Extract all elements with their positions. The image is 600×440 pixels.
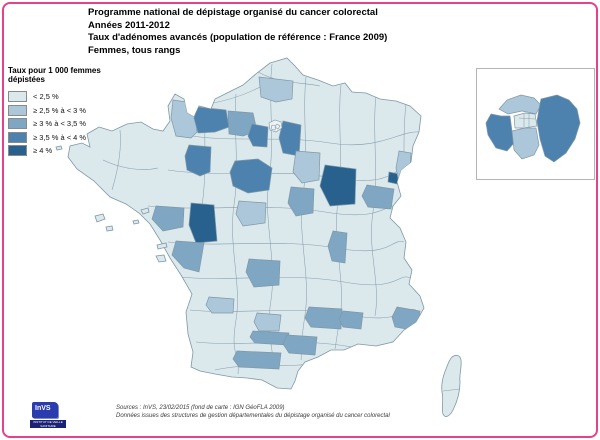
legend-row: ≥ 3 % à < 3,5 % xyxy=(8,117,138,131)
ile-de-france-inset xyxy=(476,68,595,180)
dept-territoire-de-belfort xyxy=(387,171,400,185)
dept-alpes-maritimes xyxy=(391,306,421,332)
dept-vendee xyxy=(151,205,185,232)
map-subtitle-indicator: Taux d'adénomes avancés (population de r… xyxy=(88,32,388,43)
inset-dept-essonne xyxy=(511,127,540,160)
legend-row: < 2,5 % xyxy=(8,90,138,104)
dept-loiret xyxy=(292,150,321,184)
dept-doubs xyxy=(361,184,395,210)
inset-dept-paris-petite-couronne xyxy=(513,112,538,129)
source-line-1: Sources : InVS, 23/02/2015 (fond de cart… xyxy=(116,405,285,411)
dept-haut-rhin xyxy=(395,150,412,186)
dept-yvelines-main xyxy=(247,123,269,148)
inset-dept-val-d-oise xyxy=(498,94,542,115)
inset-dept-yvelines xyxy=(485,113,515,152)
dept-indre xyxy=(235,200,267,227)
dept-herault xyxy=(282,334,318,356)
map-title: Programme national de dépistage organisé… xyxy=(88,7,378,18)
dept-manche xyxy=(170,99,198,139)
dept-sarthe xyxy=(184,144,212,177)
dept-correze xyxy=(245,258,281,288)
legend-swatch-1 xyxy=(8,91,27,103)
legend-swatch-2 xyxy=(8,104,27,116)
islands xyxy=(55,145,168,263)
dept-lot xyxy=(253,312,282,332)
dept-deux-sevres xyxy=(188,202,218,244)
legend-swatch-4 xyxy=(8,131,27,143)
legend-label-4: ≥ 3,5 % à < 4 % xyxy=(33,132,87,142)
dept-lot-et-garonne xyxy=(205,296,235,314)
map-subtitle-years: Années 2011-2012 xyxy=(88,19,170,31)
dept-loire xyxy=(327,230,348,264)
legend-row: ≥ 4 % xyxy=(8,144,138,158)
legend: Taux pour 1 000 femmes dépistées < 2,5 %… xyxy=(8,66,138,158)
dept-cher xyxy=(287,186,315,217)
dept-loir-et-cher xyxy=(229,158,273,194)
dept-seine-et-marne-main xyxy=(278,120,302,157)
dept-calvados xyxy=(193,106,230,134)
legend-row: ≥ 2,5 % à < 3 % xyxy=(8,104,138,118)
legend-label-5: ≥ 4 % xyxy=(33,146,53,156)
invs-logo-mark: InVS xyxy=(32,402,58,418)
corsica xyxy=(441,354,462,417)
legend-label-3: ≥ 3 % à < 3,5 % xyxy=(33,119,87,129)
invs-logo-text: InVS xyxy=(35,405,51,412)
dept-charente-maritime xyxy=(171,240,205,273)
invs-logo: InVS INSTITUT DE VEILLE SANITAIRE xyxy=(30,402,66,432)
shaded-departments xyxy=(151,76,421,370)
legend-label-2: ≥ 2,5 % à < 3 % xyxy=(33,105,87,115)
map-subtitle-population: Femmes, tous rangs xyxy=(88,44,181,56)
legend-swatch-3 xyxy=(8,118,27,130)
legend-label-1: < 2,5 % xyxy=(33,92,59,102)
source-line-2: Données issues des structures de gestion… xyxy=(116,413,390,419)
dept-gard xyxy=(338,310,364,330)
source-note: Sources : InVS, 23/02/2015 (fond de cart… xyxy=(116,404,390,420)
inset-dept-seine-et-marne xyxy=(536,94,581,163)
invs-logo-caption: INSTITUT DE VEILLE SANITAIRE xyxy=(30,420,66,428)
dept-cote-d-or xyxy=(319,164,357,207)
dept-somme xyxy=(258,76,294,103)
paris-cluster xyxy=(268,119,283,133)
legend-title: Taux pour 1 000 femmes dépistées xyxy=(8,66,101,84)
legend-swatch-5 xyxy=(8,145,27,157)
title-block: Programme national de dépistage organisé… xyxy=(88,7,508,57)
dept-aveyron xyxy=(304,306,343,330)
legend-row: ≥ 3,5 % à < 4 % xyxy=(8,131,138,145)
ile-de-france-map xyxy=(485,94,581,163)
dept-tarn xyxy=(249,330,290,346)
dept-ariege xyxy=(232,350,282,370)
